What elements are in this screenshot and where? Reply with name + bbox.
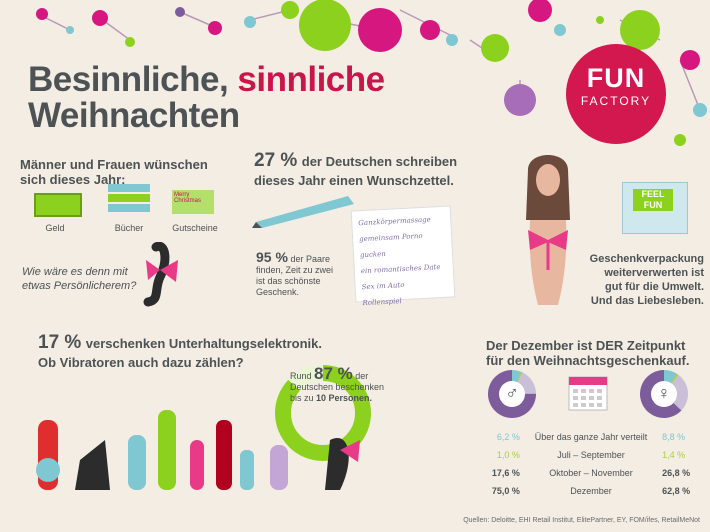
gift-label-money: Geld [45, 223, 65, 233]
table-row: 1,0 % Juli – September 1,4 % [484, 446, 698, 464]
male-value: 17,6 % [491, 468, 520, 478]
table-row: 6,2 % Über das ganze Jahr verteilt 8,8 % [484, 428, 698, 446]
female-value: 1,4 % [662, 450, 686, 460]
female-value: 26,8 % [662, 468, 691, 478]
gift-label-books: Bücher [114, 223, 144, 233]
period-label: Über das ganze Jahr verteilt [534, 432, 648, 442]
pen-icon [252, 196, 354, 228]
gift-box-icon: FEEL FUN [622, 182, 688, 234]
male-value: 75,0 % [491, 486, 520, 496]
note-item: gemeinsam Porno gucken [358, 231, 423, 260]
male-value: 1,0 % [496, 450, 520, 460]
voucher-text: Merry Christmas [174, 192, 202, 204]
male-value: 6,2 % [496, 432, 520, 442]
period-label: Dezember [570, 486, 612, 496]
donut-87-percent [275, 365, 371, 461]
male-donut-chart [488, 370, 536, 418]
female-value: 62,8 % [662, 486, 691, 496]
calendar-icon [568, 376, 608, 411]
toy-with-bow-icon [143, 242, 178, 307]
persons-stat: Rund 87 % der Deutschen beschenken bis z… [290, 364, 385, 403]
female-symbol: ♀ [657, 383, 671, 403]
personal-question: Wie wäre es denn mit etwas Persönlicherem… [22, 266, 137, 292]
couples-stat: 95 % der Paare finden, Zeit zu zwei ist … [256, 249, 334, 297]
gift-box-label-1: FEEL [641, 189, 665, 199]
woman-with-bow-illustration [526, 155, 570, 305]
wrapping-text: Geschenkverpackung weiterverwerten ist gu… [589, 253, 704, 307]
page-title: Besinnliche, sinnliche Weihnachten [28, 60, 385, 135]
voucher-icon: Merry Christmas [172, 190, 214, 214]
december-heading: Der Dezember ist DER Zeitpunkt für den We… [486, 338, 690, 368]
table-row: 17,6 % Oktober – November 26,8 % [484, 464, 698, 482]
fun-factory-logo: FUN FACTORY [566, 44, 666, 144]
table-row: 75,0 % Dezember 62,8 % [484, 482, 698, 500]
wishes-heading: Männer und Frauen wünschen sich dieses Ja… [20, 157, 208, 187]
period-label: Juli – September [557, 450, 625, 460]
female-value: 8,8 % [662, 432, 686, 442]
toys-row-illustration [36, 410, 360, 490]
gift-box-label-2: FUN [643, 200, 663, 210]
wishlist-note: Ganzkörpermassage gemeinsam Porno gucken… [350, 205, 456, 307]
gift-label-vouchers: Gutscheine [172, 223, 218, 233]
molecule-decoration [36, 0, 707, 146]
wishlist-stat: 27 % der Deutschen schreiben dieses Jahr… [254, 150, 458, 188]
female-donut-chart [640, 370, 688, 418]
money-icon [34, 193, 82, 217]
sources: Quellen: Deloitte, EHI Retail Institut, … [463, 517, 700, 524]
male-symbol: ♂ [505, 383, 519, 403]
note-item: Rollenspiel [362, 297, 402, 308]
december-table: 6,2 % Über das ganze Jahr verteilt 8,8 % 1,… [484, 428, 698, 500]
period-label: Oktober – November [549, 468, 633, 478]
books-icon [108, 184, 150, 212]
electronics-stat: 17 % verschenken Unterhaltungselektronik… [38, 332, 323, 370]
